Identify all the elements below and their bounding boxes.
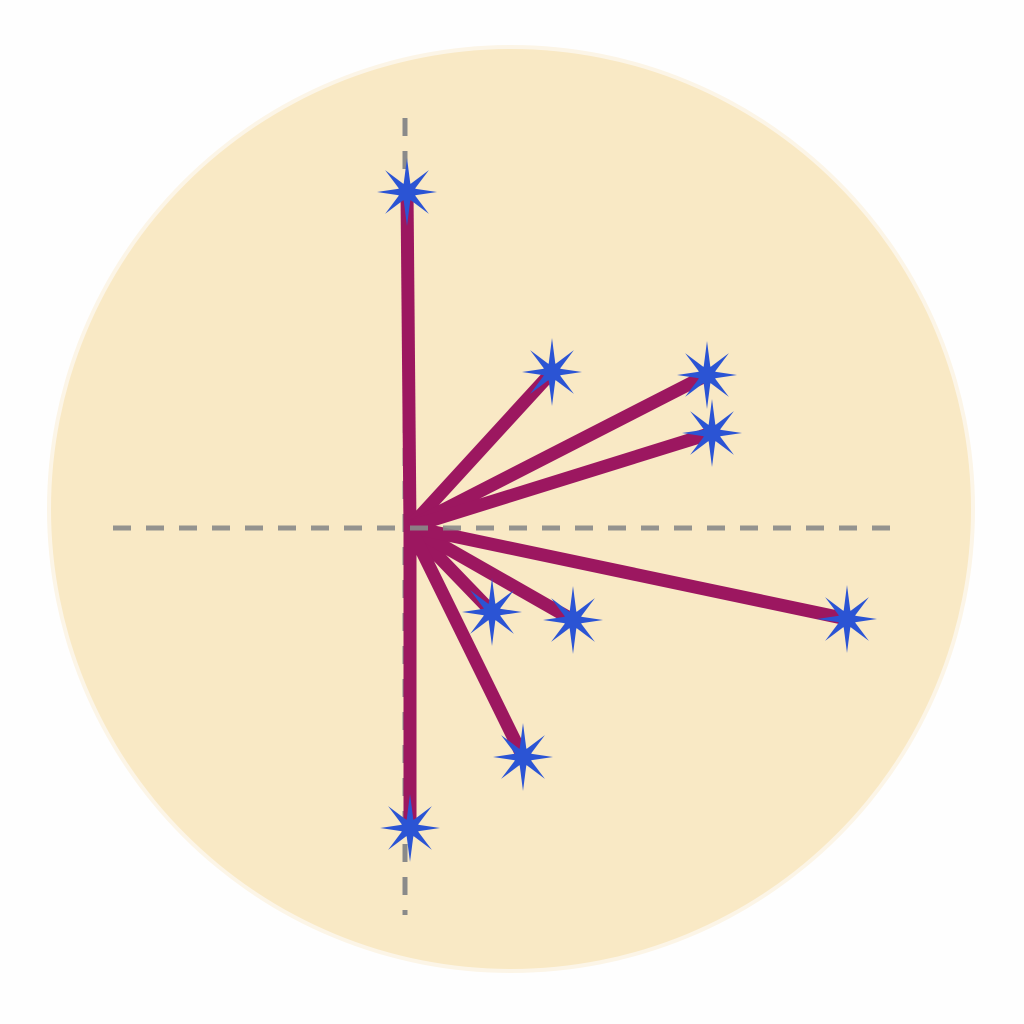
star-core <box>564 611 582 629</box>
star-spike <box>817 615 844 623</box>
star-spike <box>406 831 414 862</box>
star-spike <box>493 753 520 761</box>
star-core <box>483 603 501 621</box>
star-spike <box>526 753 553 761</box>
ray-line-5 <box>406 521 577 626</box>
star-core <box>838 610 856 628</box>
star-spike <box>569 623 577 654</box>
star-spike <box>380 824 407 832</box>
star-spike <box>543 616 570 624</box>
star-spike <box>462 608 489 616</box>
ray-line-2 <box>407 369 710 533</box>
star-spike <box>522 368 549 376</box>
star-marker-2 <box>677 341 737 409</box>
star-spike <box>677 371 704 379</box>
star-marker-4 <box>462 578 522 646</box>
star-spike <box>715 429 742 437</box>
star-spike <box>548 375 556 406</box>
star-spike <box>403 158 411 189</box>
star-spike <box>850 615 877 623</box>
star-spike <box>410 188 437 196</box>
ray-line-3 <box>408 426 714 534</box>
star-spike <box>377 188 404 196</box>
star-marker-6 <box>817 585 877 653</box>
star-spike <box>703 341 711 372</box>
star-spike <box>576 616 603 624</box>
ray-line-6 <box>408 520 849 626</box>
star-core <box>703 424 721 442</box>
star-spike <box>555 368 582 376</box>
star-spike <box>703 378 711 409</box>
star-core <box>514 748 532 766</box>
star-spike <box>495 608 522 616</box>
star-spike <box>708 436 716 467</box>
star-marker-1 <box>522 338 582 406</box>
star-core <box>398 183 416 201</box>
star-spike <box>488 578 496 609</box>
star-spike <box>682 429 709 437</box>
star-spike <box>413 824 440 832</box>
star-marker-0 <box>377 158 437 226</box>
star-spike <box>569 586 577 617</box>
star-spike <box>519 760 527 791</box>
star-marker-3 <box>682 399 742 467</box>
ray-line-7 <box>404 524 529 760</box>
star-spike <box>488 615 496 646</box>
ray-line-0 <box>400 191 417 528</box>
star-spike <box>406 794 414 825</box>
star-spike <box>708 399 716 430</box>
star-spike <box>843 585 851 616</box>
star-core <box>698 366 716 384</box>
star-marker-7 <box>493 723 553 791</box>
star-core <box>543 363 561 381</box>
background-circle <box>51 49 971 969</box>
ray-line-1 <box>405 367 557 532</box>
star-spike <box>519 723 527 754</box>
star-marker-8 <box>380 794 440 862</box>
star-spike <box>403 195 411 226</box>
star-spike <box>843 622 851 653</box>
star-marker-5 <box>543 586 603 654</box>
star-core <box>401 819 419 837</box>
star-spike <box>710 371 737 379</box>
star-spike <box>548 338 556 369</box>
